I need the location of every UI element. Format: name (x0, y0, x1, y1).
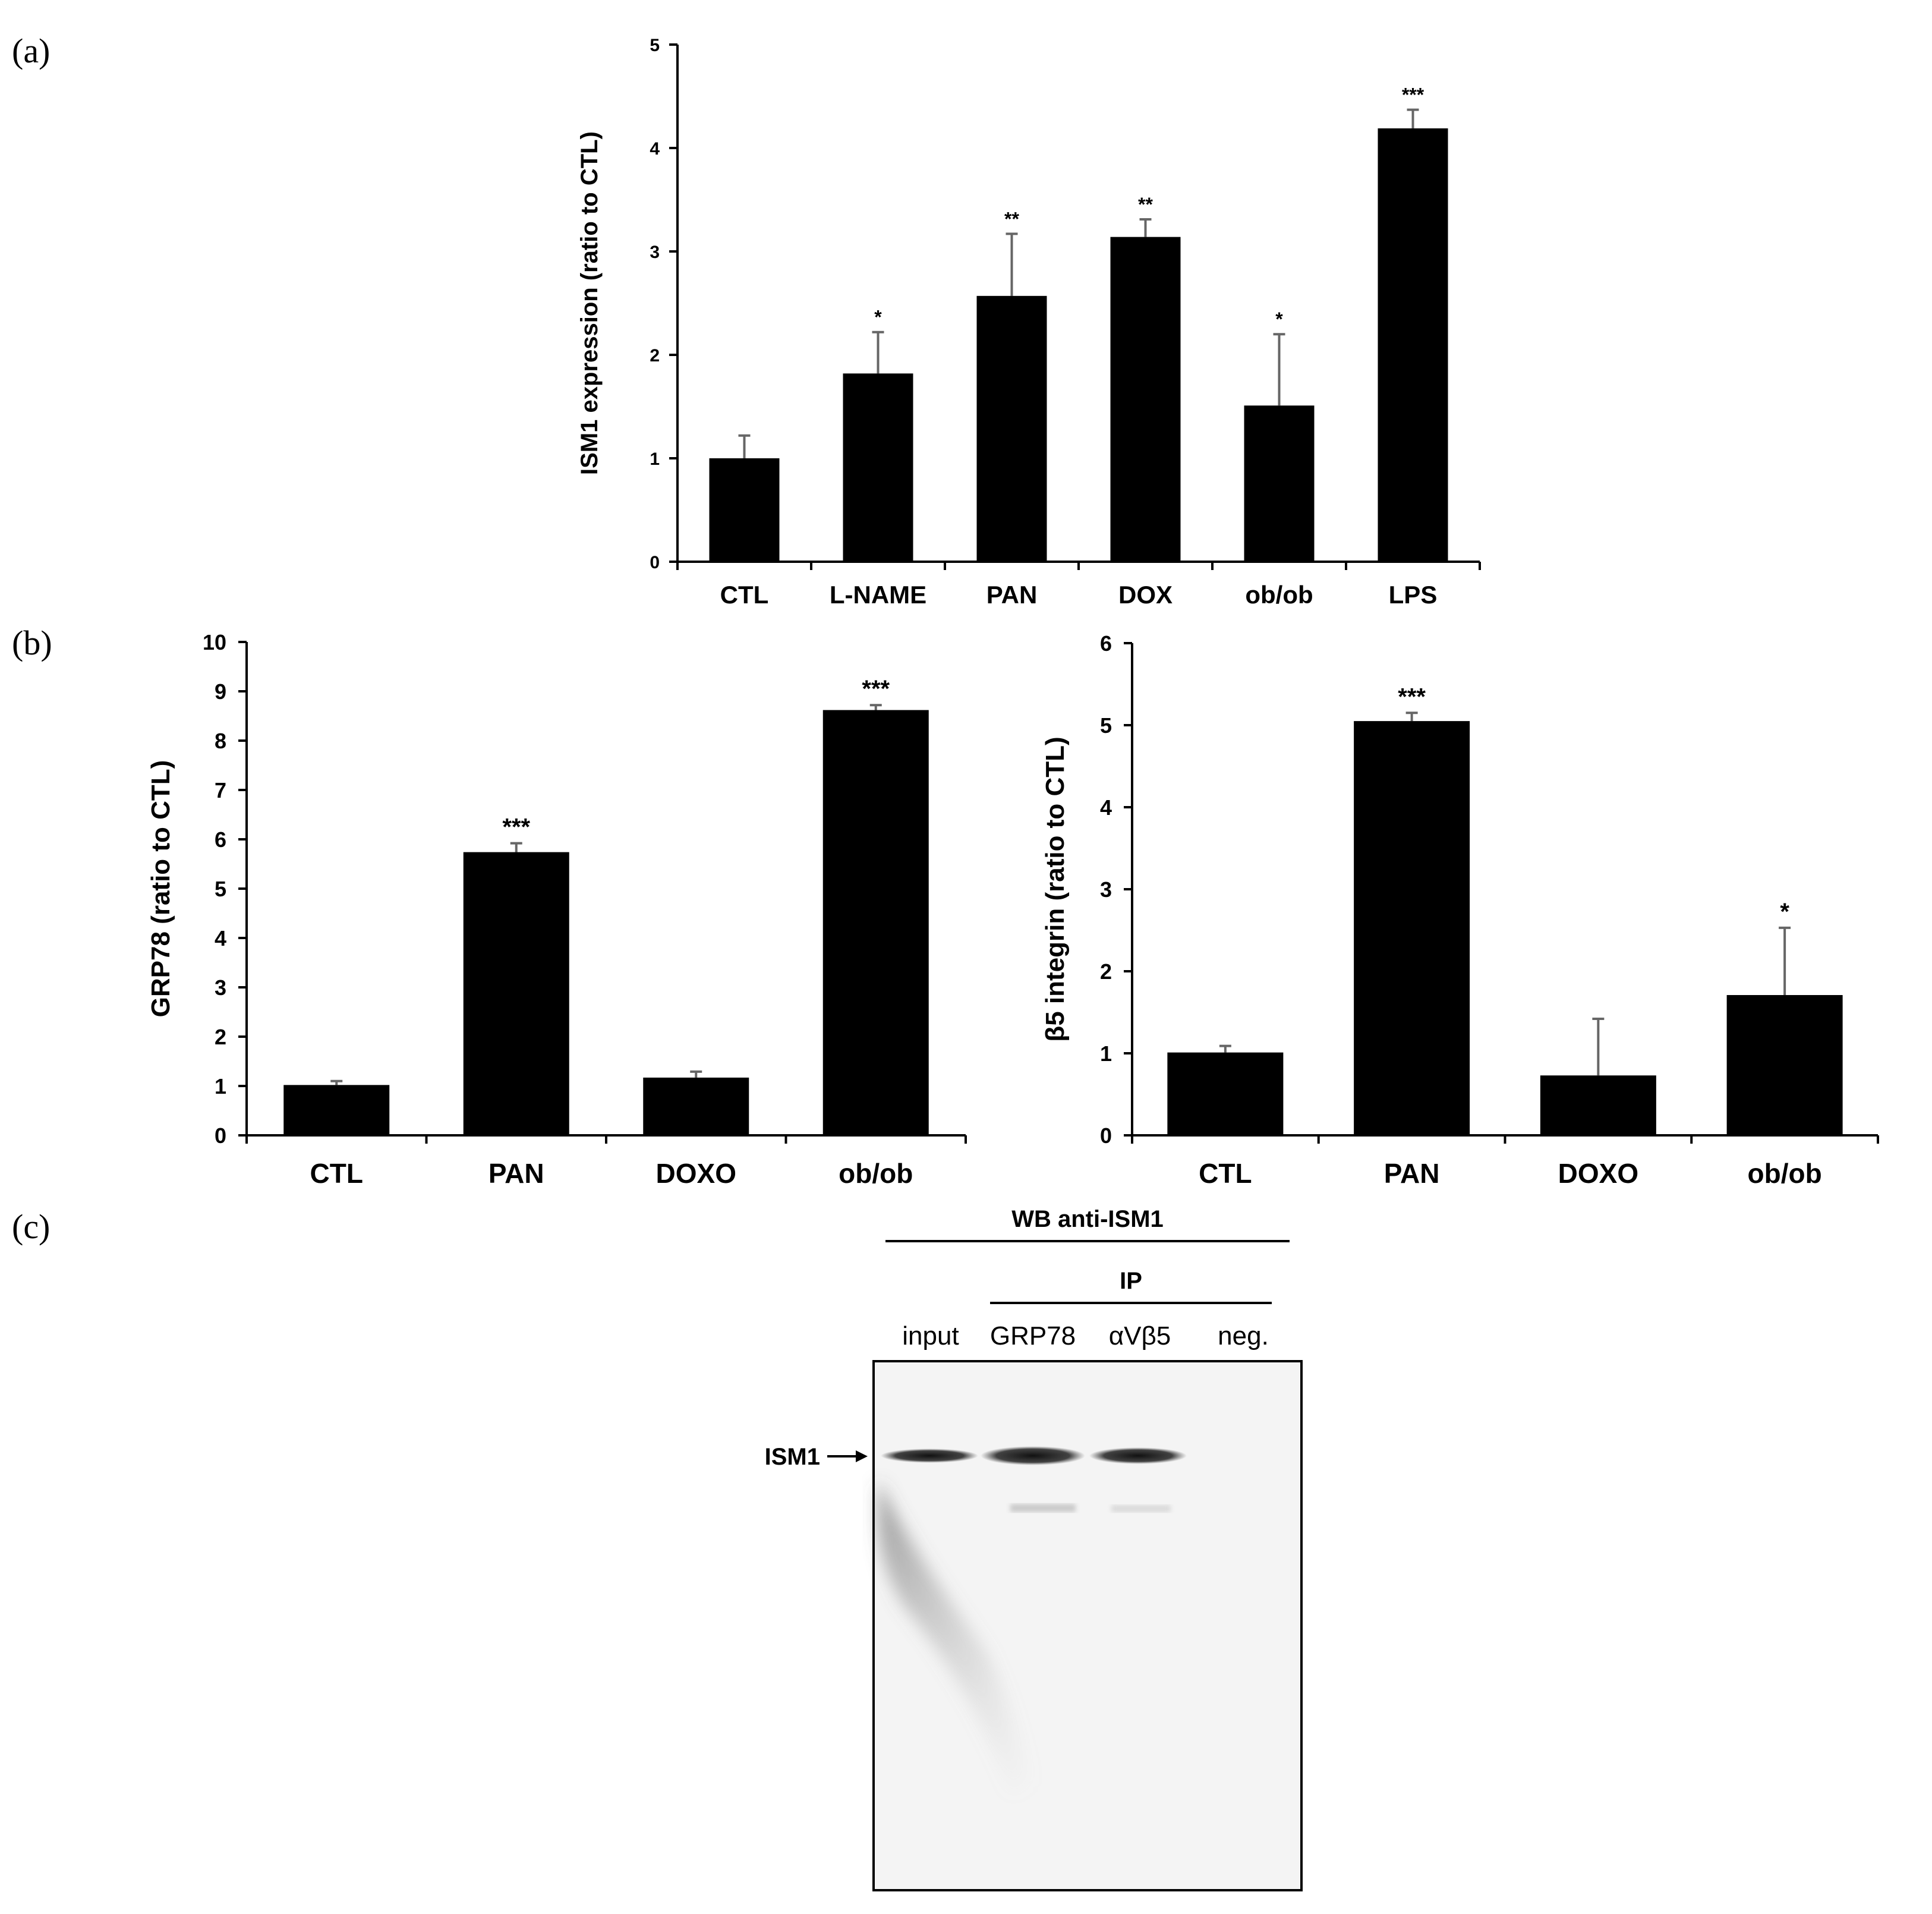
y-axis-title: ISM1 expression (ratio to CTL) (576, 131, 603, 475)
lane-label-neg: neg. (1218, 1321, 1269, 1350)
y-tick-label: 2 (215, 1025, 226, 1049)
ip-label: IP (1120, 1268, 1142, 1294)
y-tick-label: 4 (215, 926, 226, 950)
y-tick-label: 8 (215, 729, 226, 753)
x-category-label: PAN (987, 581, 1038, 609)
y-tick-label: 4 (1100, 795, 1112, 820)
y-tick-label: 0 (650, 553, 660, 572)
bar (1110, 237, 1181, 562)
x-category-label: CTL (1199, 1158, 1252, 1189)
significance-marker: *** (1398, 684, 1426, 710)
lane-label-input: input (902, 1321, 959, 1350)
y-tick-label: 3 (1100, 877, 1112, 902)
panel-label-b: (b) (12, 624, 52, 662)
y-tick-label: 3 (650, 243, 660, 262)
y-tick-label: 1 (650, 449, 660, 469)
band-avb5 (1089, 1447, 1187, 1464)
x-category-label: PAN (488, 1158, 544, 1189)
y-tick-label: 6 (215, 827, 226, 852)
significance-marker: ** (1138, 194, 1153, 215)
x-category-label: DOX (1118, 581, 1173, 609)
y-tick-label: 7 (215, 778, 226, 802)
bar (709, 458, 780, 562)
bar (976, 295, 1047, 562)
band-arrow-head (856, 1450, 868, 1462)
faint-band-grp78 (1010, 1504, 1076, 1512)
bar (1540, 1075, 1656, 1135)
x-category-label: L-NAME (830, 581, 926, 609)
y-tick-label: 1 (215, 1074, 226, 1098)
y-tick-label: 0 (215, 1123, 226, 1148)
y-tick-label: 2 (1100, 959, 1112, 984)
y-tick-label: 6 (1100, 631, 1112, 656)
lane-label-grp78: GRP78 (990, 1321, 1076, 1350)
x-category-label: ob/ob (839, 1158, 913, 1189)
x-category-label: LPS (1389, 581, 1438, 609)
y-tick-label: 0 (1100, 1123, 1112, 1148)
x-category-label: ob/ob (1748, 1158, 1822, 1189)
y-tick-label: 9 (215, 679, 226, 704)
y-axis-title: GRP78 (ratio to CTL) (146, 760, 175, 1018)
bar (463, 852, 569, 1135)
x-category-label: PAN (1384, 1158, 1440, 1189)
y-tick-label: 10 (203, 630, 226, 654)
significance-marker: * (1780, 899, 1789, 925)
faint-band-avb5 (1111, 1505, 1171, 1512)
y-tick-label: 5 (215, 877, 226, 901)
x-category-label: CTL (720, 581, 769, 609)
blot-smear (878, 1480, 1034, 1795)
bar (643, 1077, 749, 1135)
bar (1244, 405, 1315, 562)
bar (822, 710, 929, 1135)
bar (1378, 128, 1448, 562)
y-tick-label: 3 (215, 975, 226, 1000)
panel-label-a: (a) (12, 32, 51, 70)
bar (1354, 721, 1470, 1135)
x-category-label: CTL (310, 1158, 363, 1189)
lane-label-avb5: αVβ5 (1109, 1321, 1171, 1350)
y-tick-label: 4 (650, 139, 660, 159)
bar (283, 1085, 390, 1135)
panel-label-c: (c) (12, 1207, 51, 1246)
band-grp78 (981, 1446, 1085, 1465)
x-category-label: DOXO (1558, 1158, 1638, 1189)
bar (1726, 995, 1843, 1135)
y-tick-label: 2 (650, 346, 660, 366)
bar (1167, 1052, 1284, 1135)
significance-marker: *** (862, 676, 890, 702)
wb-header-text: WB anti-ISM1 (1011, 1206, 1164, 1232)
significance-marker: * (1275, 308, 1283, 330)
significance-marker: * (874, 307, 882, 328)
y-tick-label: 5 (1100, 713, 1112, 738)
y-tick-label: 1 (1100, 1041, 1112, 1066)
band-input (881, 1449, 978, 1463)
x-category-label: ob/ob (1245, 581, 1313, 609)
x-category-label: DOXO (656, 1158, 736, 1189)
y-tick-label: 5 (650, 36, 660, 55)
significance-marker: *** (1402, 84, 1424, 106)
significance-marker: *** (502, 814, 530, 840)
y-axis-title: β5 integrin (ratio to CTL) (1041, 736, 1070, 1041)
bar (843, 373, 913, 562)
significance-marker: ** (1004, 208, 1019, 229)
band-label-ism1: ISM1 (765, 1444, 820, 1470)
